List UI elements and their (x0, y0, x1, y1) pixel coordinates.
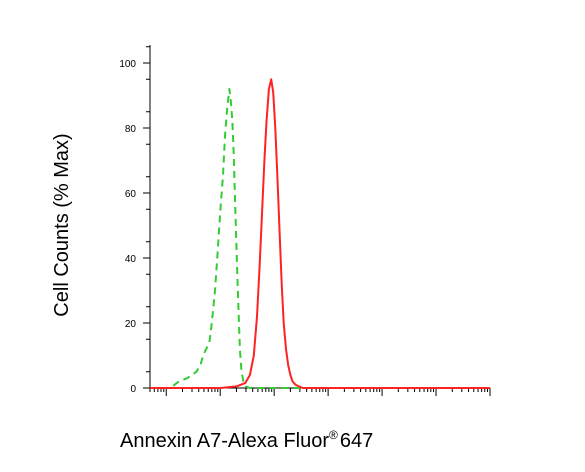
y-tick-label: 40 (125, 254, 137, 265)
y-tick-label: 100 (119, 59, 136, 70)
x-axis-label-suffix: 647 (339, 430, 374, 452)
axes (149, 45, 490, 389)
series-lines (150, 78, 490, 389)
y-tick-label: 0 (130, 384, 136, 395)
x-axis-label-text: Annexin A7-Alexa Fluor (120, 430, 330, 452)
y-axis-label: Cell Counts (% Max) (51, 133, 73, 316)
axis-ticks: 0 20 40 60 80 100 (119, 46, 491, 396)
y-tick-label: 20 (125, 319, 137, 330)
y-tick-label: 60 (125, 189, 137, 200)
x-axis-label: Annexin A7-Alexa Fluor® 647 (0, 428, 585, 458)
registered-mark: ® (329, 428, 338, 442)
solid-series-line (150, 78, 490, 389)
dashed-series-line (150, 88, 490, 389)
y-tick-label: 80 (125, 124, 137, 135)
